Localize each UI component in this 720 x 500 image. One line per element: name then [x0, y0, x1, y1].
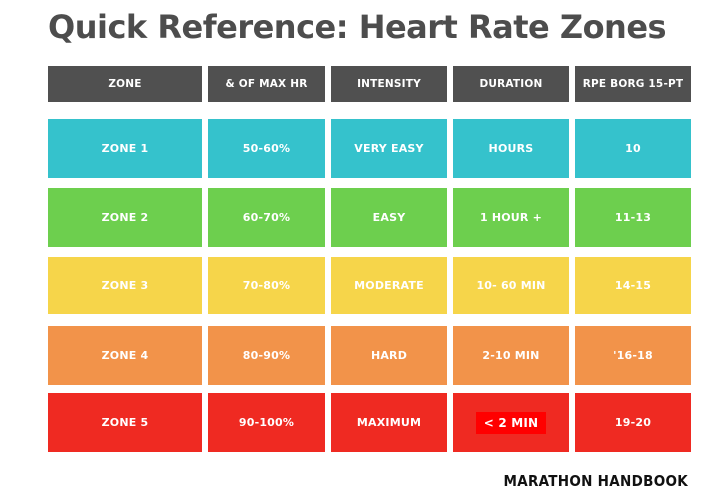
zone-4-name: ZONE 4 [48, 326, 202, 385]
zone-2-max-hr: 60-70% [208, 188, 325, 247]
zone-5-duration: < 2 MIN [475, 411, 547, 434]
page-title: Quick Reference: Heart Rate Zones [48, 8, 667, 46]
zone-3-name: ZONE 3 [48, 257, 202, 314]
zone-3-rpe: 14-15 [575, 257, 691, 314]
zone-1-duration: HOURS [453, 119, 569, 178]
header-duration: DURATION [453, 66, 569, 102]
zone-2-intensity: EASY [331, 188, 447, 247]
zone-2-rpe: 11-13 [575, 188, 691, 247]
header-rpe: RPE BORG 15-PT [575, 66, 691, 102]
zone-4-duration: 2-10 MIN [453, 326, 569, 385]
zone-5-max-hr: 90-100% [208, 393, 325, 452]
header-intensity: INTENSITY [331, 66, 447, 102]
zone-5-name: ZONE 5 [48, 393, 202, 452]
zone-4-intensity: HARD [331, 326, 447, 385]
zone-1-max-hr: 50-60% [208, 119, 325, 178]
header-max-hr: & OF MAX HR [208, 66, 325, 102]
zone-3-duration: 10- 60 MIN [453, 257, 569, 314]
zone-1-rpe: 10 [575, 119, 691, 178]
zone-5-rpe: 19-20 [575, 393, 691, 452]
brand-logo-text: MARATHON HANDBOOK [503, 472, 688, 490]
zone-2-name: ZONE 2 [48, 188, 202, 247]
zone-4-max-hr: 80-90% [208, 326, 325, 385]
zone-1-intensity: VERY EASY [331, 119, 447, 178]
zone-5-intensity: MAXIMUM [331, 393, 447, 452]
zone-3-max-hr: 70-80% [208, 257, 325, 314]
zone-3-intensity: MODERATE [331, 257, 447, 314]
zone-5-duration-cell: < 2 MIN [453, 393, 569, 452]
zone-2-duration: 1 HOUR + [453, 188, 569, 247]
header-zone: ZONE [48, 66, 202, 102]
zone-4-rpe: '16-18 [575, 326, 691, 385]
zone-1-name: ZONE 1 [48, 119, 202, 178]
